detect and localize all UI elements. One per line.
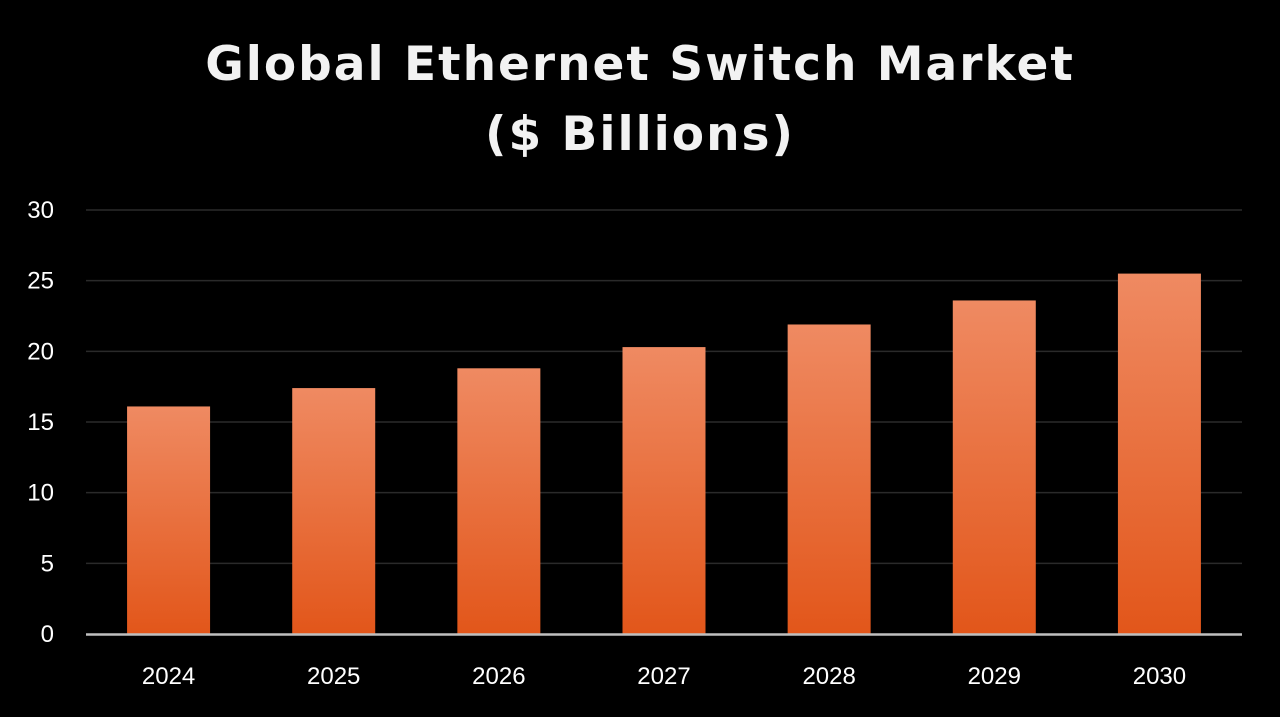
bar-2029 (952, 300, 1036, 634)
y-tick-label: 10 (27, 480, 54, 507)
y-tick-label: 0 (41, 621, 54, 648)
bars (127, 273, 1201, 634)
y-tick-label: 5 (41, 550, 54, 577)
chart-title: Global Ethernet Switch Market ($ Billion… (0, 30, 1280, 170)
x-tick-label: 2027 (637, 663, 690, 690)
x-tick-label: 2026 (472, 663, 525, 690)
x-tick-label: 2029 (968, 663, 1021, 690)
x-axis-tick-labels: 2024 2025 2026 2027 2028 2029 2030 (142, 663, 1186, 690)
bar-2027 (622, 347, 706, 634)
chart-title-line-1: Global Ethernet Switch Market (205, 37, 1075, 92)
y-tick-label: 25 (27, 268, 54, 295)
y-tick-label: 15 (27, 409, 54, 436)
bar-2026 (457, 368, 541, 634)
bar-2028 (787, 324, 871, 634)
y-tick-label: 30 (27, 197, 54, 224)
bar-2030 (1117, 273, 1201, 634)
x-tick-label: 2025 (307, 663, 360, 690)
x-tick-label: 2024 (142, 663, 195, 690)
bar-2024 (127, 406, 211, 634)
bar-2025 (292, 388, 376, 634)
x-tick-label: 2028 (802, 663, 855, 690)
y-tick-label: 20 (27, 338, 54, 365)
chart-title-line-2: ($ Billions) (484, 107, 796, 162)
x-tick-label: 2030 (1133, 663, 1186, 690)
y-axis-tick-labels: 0 5 10 15 20 25 30 (27, 197, 54, 648)
